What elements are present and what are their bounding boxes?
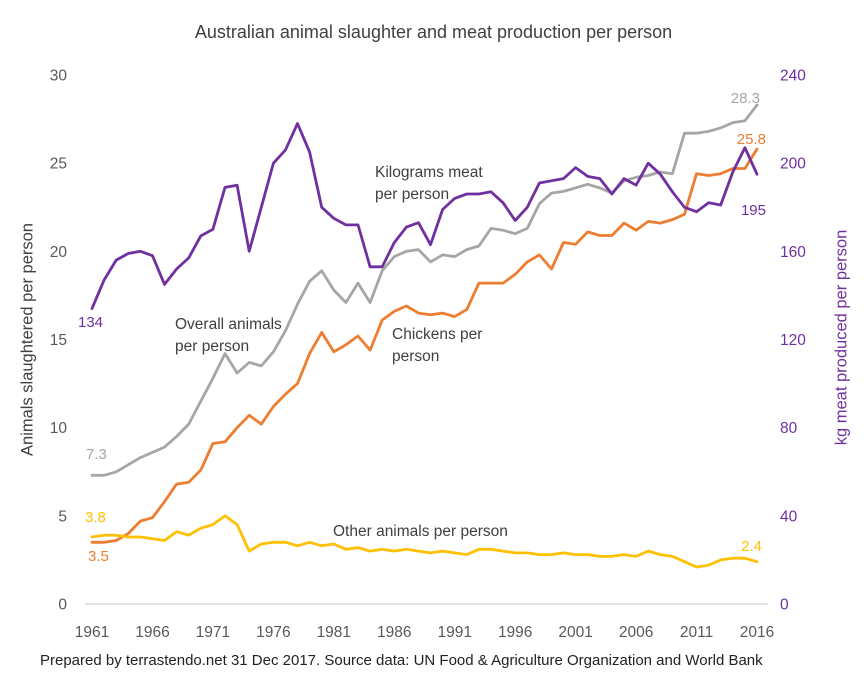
- left-tick-label: 20: [50, 244, 68, 261]
- series-label: per person: [175, 338, 249, 355]
- series-label: Chickens per: [392, 326, 482, 343]
- x-tick-label: 1996: [498, 624, 532, 641]
- right-tick-label: 40: [780, 508, 798, 525]
- left-tick-label: 10: [50, 420, 68, 437]
- series-label: Other animals per person: [333, 523, 508, 540]
- value-label: 28.3: [731, 90, 760, 107]
- right-tick-label: 0: [780, 597, 789, 614]
- series-label: per person: [375, 186, 449, 203]
- value-label: 25.8: [737, 131, 766, 148]
- value-label: 3.5: [88, 548, 109, 565]
- line-overall-animals-per-person: [90, 103, 759, 477]
- value-label: 7.3: [86, 446, 107, 463]
- x-tick-label: 1966: [135, 624, 169, 641]
- left-tick-label: 5: [58, 508, 67, 525]
- x-tick-label: 2006: [619, 624, 653, 641]
- series-label: Kilograms meat: [375, 164, 483, 181]
- right-tick-label: 200: [780, 156, 806, 173]
- x-tick-label: 2001: [558, 624, 592, 641]
- x-tick-label: 1971: [196, 624, 230, 641]
- x-tick-label: 1981: [317, 624, 351, 641]
- value-label: 2.4: [741, 538, 762, 555]
- x-tick-label: 2016: [740, 624, 774, 641]
- right-tick-label: 240: [780, 68, 806, 85]
- right-tick-label: 120: [780, 332, 806, 349]
- chart-title: Australian animal slaughter and meat pro…: [194, 22, 673, 42]
- footer-credit: Prepared by terrastendo.net 31 Dec 2017.…: [40, 652, 763, 669]
- x-tick-label: 1976: [256, 624, 290, 641]
- line-chickens-per-person: [90, 147, 759, 544]
- left-tick-label: 15: [50, 332, 67, 349]
- x-tick-label: 1986: [377, 624, 411, 641]
- line-kilograms-meat-per-person: [90, 122, 759, 311]
- left-tick-label: 30: [50, 68, 68, 85]
- series-label: person: [392, 348, 439, 365]
- left-tick-label: 25: [50, 156, 67, 173]
- value-label: 134: [78, 314, 103, 331]
- series-label: Overall animals: [175, 316, 282, 333]
- x-tick-label: 1991: [437, 624, 471, 641]
- left-tick-label: 0: [58, 597, 67, 614]
- right-tick-label: 160: [780, 244, 806, 261]
- x-tick-label: 1961: [75, 624, 109, 641]
- right-tick-label: 80: [780, 420, 798, 437]
- value-label: 195: [741, 202, 766, 219]
- value-label: 3.8: [85, 509, 106, 526]
- x-tick-label: 2011: [680, 624, 713, 641]
- line-other-animals-per-person: [90, 514, 759, 569]
